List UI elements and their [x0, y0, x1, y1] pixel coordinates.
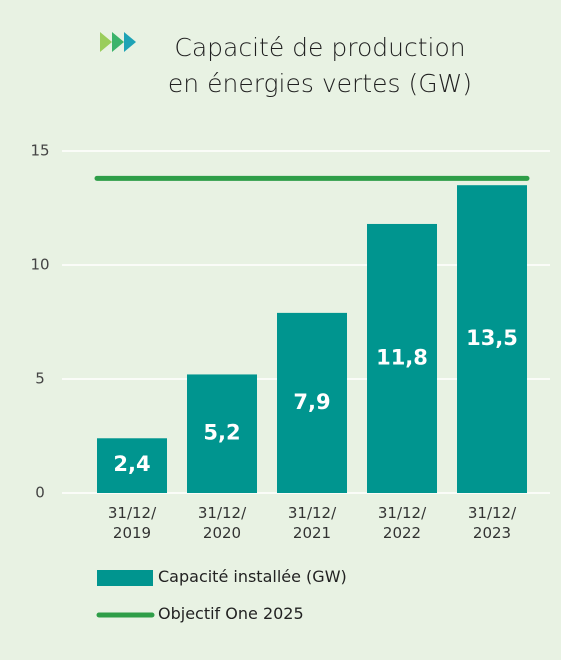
y-tick-label: 15	[30, 142, 49, 160]
bar	[277, 312, 347, 493]
x-tick-label: 31/12/ 2019	[107, 504, 157, 542]
x-tick-label: 31/12/ 2020	[197, 504, 247, 542]
x-tick-label: 31/12/ 2023	[467, 504, 517, 542]
y-tick-label: 10	[30, 256, 49, 274]
title-icon	[100, 32, 136, 52]
value-label: 5,2	[203, 421, 240, 445]
bar	[187, 374, 257, 493]
bar	[367, 223, 437, 493]
bar	[457, 185, 527, 493]
bar	[97, 438, 167, 493]
y-tick-label: 5	[35, 370, 45, 388]
value-label: 7,9	[293, 390, 330, 414]
x-tick-label: 31/12/ 2022	[377, 504, 427, 542]
legend-label: Capacité installée (GW)	[158, 567, 347, 586]
legend-swatch	[97, 570, 153, 586]
legend-label: Objectif One 2025	[158, 604, 304, 623]
value-label: 2,4	[113, 452, 150, 476]
y-tick-label: 0	[35, 484, 45, 502]
value-label: 13,5	[466, 326, 518, 350]
value-label: 11,8	[376, 345, 428, 369]
chart-title: Capacité de production en énergies verte…	[167, 33, 473, 98]
x-tick-label: 31/12/ 2021	[287, 504, 337, 542]
